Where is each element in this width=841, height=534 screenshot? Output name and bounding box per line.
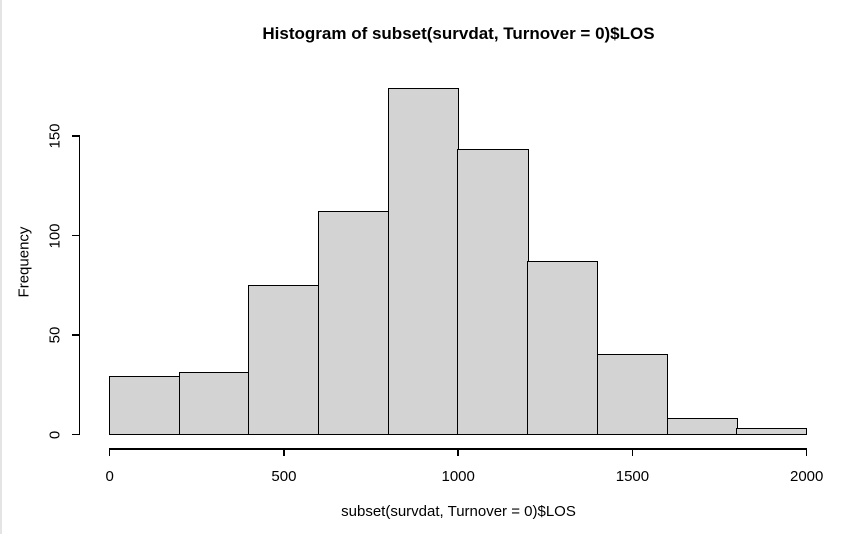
histogram-bar: [318, 210, 390, 436]
y-tick-label: 0: [46, 430, 64, 439]
histogram-bar: [736, 427, 808, 436]
y-tick-label: 50: [46, 326, 64, 344]
x-tick: [805, 448, 808, 456]
y-tick: [72, 433, 80, 436]
histogram-bar: [387, 87, 459, 436]
histogram-bar: [248, 284, 320, 436]
x-tick-label: 0: [105, 468, 114, 485]
y-tick-label: 100: [46, 223, 64, 249]
y-axis-label: Frequency: [15, 226, 33, 298]
histogram-bar: [178, 372, 250, 436]
histogram-bar: [596, 354, 669, 436]
y-axis-line: [78, 135, 81, 436]
chart-title: Histogram of subset(survdat, Turnover = …: [262, 24, 655, 43]
x-tick-label: 500: [271, 468, 297, 485]
histogram-bar: [108, 376, 181, 436]
x-tick: [283, 448, 285, 456]
x-tick-label: 1500: [615, 468, 650, 485]
x-tick: [457, 448, 459, 456]
histogram-bar: [527, 260, 599, 436]
y-tick: [72, 234, 80, 237]
x-tick-label: 1000: [441, 468, 475, 485]
x-tick: [631, 448, 634, 456]
x-axis-label: subset(survdat, Turnover = 0)$LOS: [341, 503, 576, 520]
x-tick-label: 2000: [790, 468, 824, 485]
y-tick: [72, 135, 80, 137]
y-tick: [72, 334, 80, 336]
x-tick: [108, 448, 111, 456]
y-tick-label: 150: [46, 123, 64, 149]
histogram-bar: [666, 417, 738, 436]
histogram-bar: [457, 149, 529, 436]
